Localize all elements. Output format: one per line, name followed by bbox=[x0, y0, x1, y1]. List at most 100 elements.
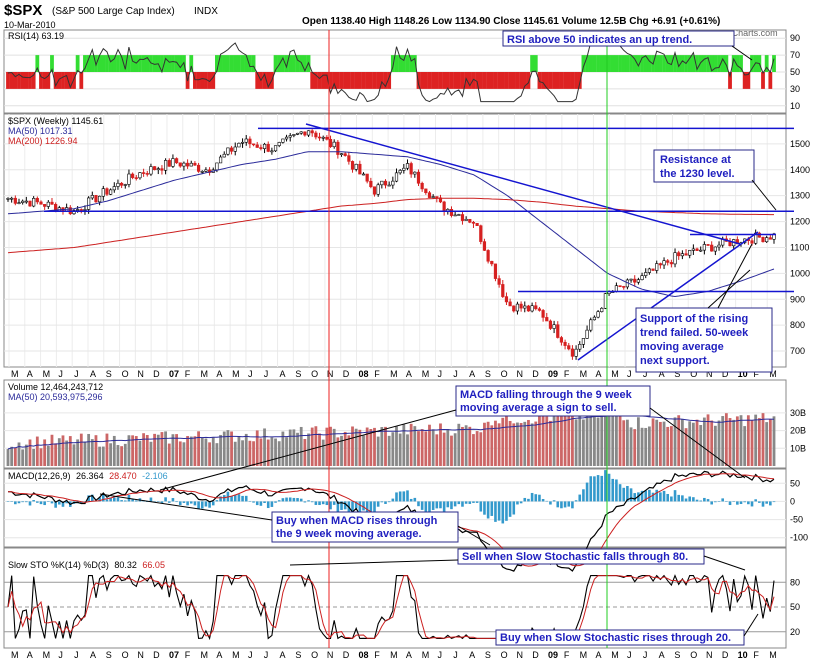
macd-hist-61 bbox=[230, 495, 233, 502]
rsi-band-68 bbox=[255, 72, 260, 89]
rsi-band-85 bbox=[317, 72, 322, 89]
macd-hist-32 bbox=[123, 500, 127, 502]
macd-hist-206 bbox=[761, 501, 765, 507]
vol-bar-102 bbox=[380, 427, 384, 466]
vol-bar-116 bbox=[431, 429, 435, 466]
month-tick-bottom-16: J bbox=[264, 650, 269, 660]
vol-bar-176 bbox=[651, 418, 655, 466]
macd-hist-139 bbox=[516, 501, 519, 505]
vol-bar-113 bbox=[420, 429, 424, 466]
vol-bar-174 bbox=[644, 427, 648, 466]
vol-bar-204 bbox=[754, 414, 758, 466]
month-tick-bottom-41: A bbox=[659, 650, 665, 660]
vol-bar-41 bbox=[156, 434, 160, 466]
macd-hist-123 bbox=[457, 501, 461, 505]
rsi-band-11 bbox=[46, 72, 51, 89]
candle-body-131 bbox=[486, 250, 490, 262]
vol-bar-131 bbox=[486, 421, 490, 466]
rsi-band-179 bbox=[662, 55, 666, 72]
macd-hist-48 bbox=[182, 501, 186, 503]
vol-bar-85 bbox=[318, 433, 321, 466]
candle-body-123 bbox=[457, 214, 461, 216]
candle-body-191 bbox=[706, 244, 710, 246]
macd-hist-135 bbox=[501, 501, 505, 524]
macd-hist-83 bbox=[310, 501, 314, 503]
macd-hist-55 bbox=[208, 501, 211, 508]
rsi-band-16 bbox=[64, 72, 69, 89]
macd-hist-152 bbox=[563, 501, 567, 508]
rsi-band-26 bbox=[101, 55, 106, 72]
macd-hist-8 bbox=[36, 501, 39, 503]
macd-buy-annotation: Buy when MACD rises through the 9 week m… bbox=[271, 511, 459, 543]
rsi-band-37 bbox=[141, 55, 146, 72]
macd-hist-88 bbox=[329, 501, 332, 510]
rsi-band-131 bbox=[486, 72, 491, 89]
rsi-band-64 bbox=[240, 55, 245, 72]
macd-hist-78 bbox=[292, 497, 296, 502]
macd-hist-26 bbox=[101, 493, 105, 502]
candle-body-60 bbox=[226, 147, 230, 155]
vol-bar-42 bbox=[160, 432, 164, 466]
vol-bar-193 bbox=[713, 425, 717, 466]
vol-bar-31 bbox=[120, 446, 124, 466]
month-tick-6: S bbox=[106, 369, 112, 379]
candle-body-0 bbox=[6, 198, 10, 200]
macd-hist-103 bbox=[384, 501, 387, 504]
rsi-band-155 bbox=[574, 72, 578, 89]
annotation-pointers bbox=[99, 45, 777, 637]
month-tick-31: O bbox=[501, 369, 508, 379]
candle-body-43 bbox=[163, 160, 168, 171]
rsi-band-139 bbox=[515, 72, 520, 89]
rsi-band-169 bbox=[625, 55, 630, 72]
candle-body-152 bbox=[563, 341, 567, 346]
rsi-band-43 bbox=[163, 55, 168, 72]
vol-bar-51 bbox=[193, 436, 197, 466]
vol-bar-83 bbox=[310, 427, 314, 466]
macd-tick-0: 50 bbox=[790, 478, 800, 488]
sto-tick-0: 80 bbox=[790, 577, 800, 587]
price-tick-8: 700 bbox=[790, 346, 805, 356]
candle-body-175 bbox=[647, 268, 651, 273]
candle-body-148 bbox=[548, 320, 553, 329]
month-tick-0: M bbox=[11, 369, 19, 379]
rsi-band-164 bbox=[607, 55, 611, 72]
macd-tick-1: 0 bbox=[790, 496, 795, 506]
rsi-band-126 bbox=[467, 72, 472, 89]
macd-hist-155 bbox=[574, 500, 578, 502]
candle-body-147 bbox=[545, 317, 549, 322]
macd-hist-6 bbox=[28, 501, 32, 506]
candle-body-132 bbox=[490, 260, 494, 265]
vol-bar-154 bbox=[571, 409, 574, 466]
rsi-band-151 bbox=[559, 72, 564, 89]
candle-body-189 bbox=[699, 249, 703, 252]
rsi-band-133 bbox=[493, 72, 498, 89]
macd-hist-143 bbox=[530, 492, 534, 502]
macd-hist-188 bbox=[695, 499, 699, 502]
rsi-band-120 bbox=[445, 72, 450, 89]
month-tick-bottom-34: 09 bbox=[548, 650, 558, 660]
candle-body-188 bbox=[695, 248, 699, 251]
macd-hist-68 bbox=[255, 501, 259, 506]
vol-bar-161 bbox=[596, 417, 600, 466]
vol-bar-194 bbox=[717, 420, 721, 466]
vol-bar-99 bbox=[369, 428, 373, 466]
rsi-band-104 bbox=[387, 72, 392, 89]
rsi-band-18 bbox=[72, 72, 76, 89]
rsi-band-15 bbox=[61, 72, 65, 89]
rsi-band-51 bbox=[193, 72, 197, 89]
svg-text:RSI above 50 indicates an up t: RSI above 50 indicates an up trend. bbox=[507, 34, 692, 46]
candle-body-12 bbox=[50, 201, 54, 205]
candle-body-7 bbox=[32, 198, 36, 207]
vol-bar-67 bbox=[252, 441, 255, 466]
vol-bar-104 bbox=[387, 435, 391, 466]
vol-bar-115 bbox=[428, 424, 431, 466]
candle-body-129 bbox=[479, 225, 483, 242]
month-tick-4: J bbox=[74, 369, 79, 379]
vol-bar-159 bbox=[589, 415, 593, 466]
vol-bar-76 bbox=[285, 437, 288, 466]
vol-bar-120 bbox=[446, 429, 450, 466]
vol-bar-180 bbox=[666, 426, 670, 466]
vol-bar-179 bbox=[662, 421, 666, 466]
macd-hist-73 bbox=[274, 501, 277, 503]
rsi-band-109 bbox=[405, 55, 410, 72]
